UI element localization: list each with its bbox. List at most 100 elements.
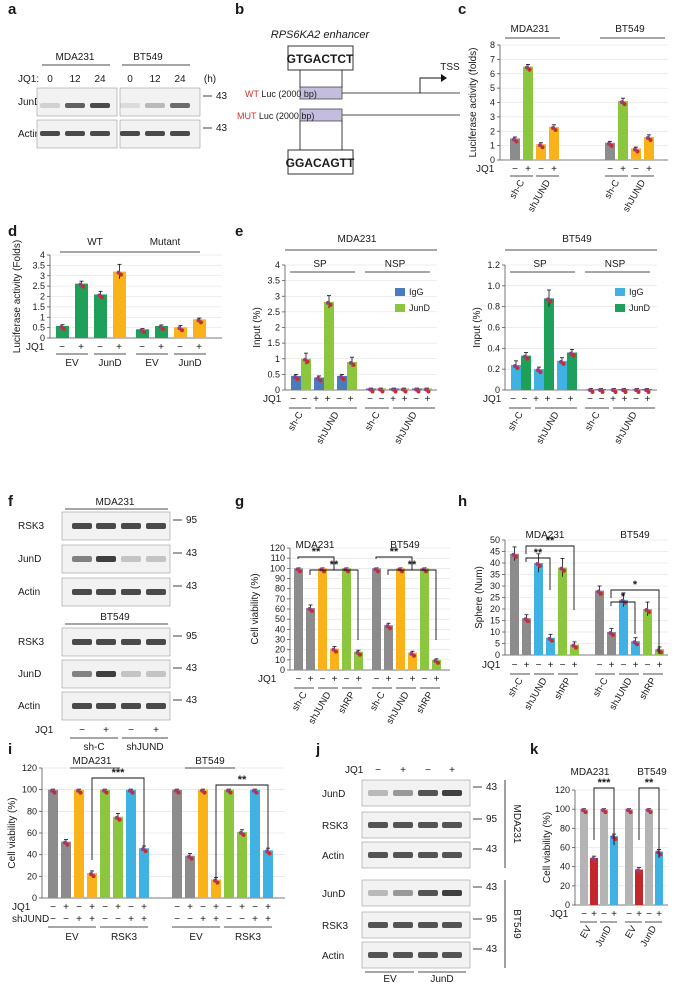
sign-label: + — [213, 902, 219, 913]
data-point — [393, 389, 398, 394]
time-label: 12 — [69, 74, 81, 85]
sign-label: + — [551, 164, 557, 175]
data-point — [583, 810, 588, 815]
blot-band — [120, 103, 140, 108]
time-label: 24 — [94, 74, 106, 85]
data-point — [143, 849, 148, 854]
group-label: sh-C — [603, 178, 623, 201]
y-tick-label: 60 — [275, 604, 285, 614]
group-label: sh-C — [508, 178, 528, 201]
y-tick-label: 3.5 — [32, 260, 45, 270]
data-point — [600, 389, 605, 394]
data-point — [52, 790, 57, 795]
sign-label: + — [332, 674, 338, 685]
bar — [113, 271, 126, 338]
sign-label: − — [177, 342, 183, 353]
blot-band — [96, 523, 116, 529]
bar — [432, 659, 441, 670]
y-tick-label: 20 — [27, 871, 37, 881]
sign-label: − — [512, 660, 518, 671]
sign-label: + — [434, 674, 440, 685]
blot-band — [146, 703, 166, 709]
group-label: sh-C — [290, 690, 310, 713]
bar — [354, 651, 363, 670]
sign-label: + — [524, 660, 530, 671]
sign-label: − — [375, 765, 381, 776]
data-point — [635, 642, 639, 647]
panel-label-a: a — [8, 1, 17, 18]
y-tick-label: 8 — [490, 40, 495, 50]
bar-igg — [291, 375, 301, 390]
sign-label: − — [522, 394, 528, 405]
blot-band — [65, 103, 85, 108]
y-tick-label: 1.2 — [487, 260, 500, 270]
sign-label: − — [128, 725, 134, 736]
treatment-label: JQ1 — [35, 725, 54, 736]
blot-band — [393, 922, 413, 928]
group-top-label: Mutant — [150, 237, 181, 248]
sign-label: + — [425, 394, 431, 405]
sign-label: + — [213, 914, 219, 925]
cell-line-label: MDA231 — [511, 805, 522, 844]
y-tick-label: 2 — [275, 323, 280, 333]
chart-e-mda231: 0 0.5 1 1.5 2 2.5 3 3.5 4 Input (%) MDA231 SP NSP IgG… — [252, 234, 437, 446]
sign-label: + — [548, 660, 554, 671]
construct-wt: WT Luc (2000 bp) — [245, 89, 317, 99]
cell-line-label: BT549 — [620, 530, 650, 541]
group-label: shJUND — [534, 410, 561, 446]
sign-label: + — [533, 394, 539, 405]
y-tick-label: 80 — [275, 584, 285, 594]
legend-label: JunD — [629, 303, 651, 313]
bar — [643, 609, 652, 655]
sign-label: − — [425, 765, 431, 776]
bar-igg — [314, 377, 324, 390]
bar-jund — [347, 361, 357, 390]
blot-band — [368, 952, 388, 958]
y-tick-label: 3 — [40, 271, 45, 281]
data-point — [341, 376, 346, 381]
significance-bracket — [91, 777, 145, 860]
data-point — [176, 790, 181, 795]
mw-label: 95 — [186, 631, 198, 642]
group-label: shRP — [552, 676, 573, 702]
y-tick-label: 0 — [490, 155, 495, 165]
significance-label: ** — [645, 777, 654, 789]
data-point — [189, 856, 194, 861]
y-tick-label: 4 — [275, 260, 280, 270]
cell-line-label: MDA231 — [73, 756, 112, 767]
data-point — [142, 330, 146, 335]
data-point — [590, 389, 595, 394]
group-label: JunD — [178, 358, 201, 369]
bar — [570, 644, 579, 655]
data-point — [540, 145, 545, 150]
blot-band — [368, 790, 388, 796]
blot-band — [170, 103, 190, 108]
row-label: shJUND — [12, 914, 49, 925]
sign-label: + — [611, 909, 617, 920]
group-label: EV — [383, 974, 397, 984]
bar — [87, 873, 97, 898]
data-point — [380, 389, 385, 394]
y-tick-label: 20 — [275, 645, 285, 655]
sign-label: − — [374, 674, 380, 685]
time-label: 0 — [127, 74, 133, 85]
blot-row-label: Actin — [18, 701, 40, 712]
y-tick-label: 0 — [32, 893, 37, 903]
bar — [193, 319, 206, 338]
sign-label: + — [610, 394, 616, 405]
construct-mut: MUT Luc (2000 bp) — [237, 111, 314, 121]
blot-box — [36, 87, 118, 117]
sign-label: + — [620, 164, 626, 175]
sign-label: − — [645, 660, 651, 671]
y-tick-label: 1 — [490, 141, 495, 151]
blot-band — [72, 523, 92, 529]
cell-line-label: MDA231 — [511, 24, 550, 35]
data-point — [648, 810, 653, 815]
cell-line-label: BT549 — [100, 612, 130, 623]
group-label: EV — [578, 923, 594, 940]
sign-label: + — [103, 725, 109, 736]
cell-line-label: BT549 — [133, 52, 163, 63]
blot-row-label: Actin — [18, 129, 40, 140]
sign-label: + — [115, 902, 121, 913]
